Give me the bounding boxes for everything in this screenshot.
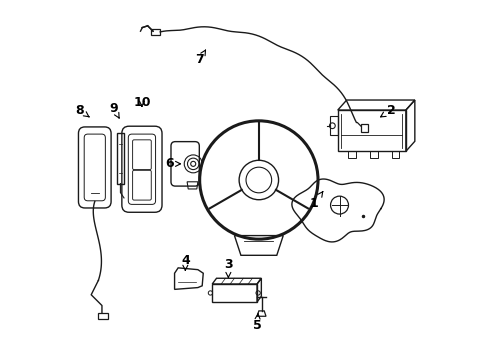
- Text: 5: 5: [252, 313, 261, 332]
- Text: 9: 9: [109, 102, 119, 118]
- Text: 3: 3: [224, 258, 232, 278]
- Text: 8: 8: [75, 104, 89, 117]
- Text: 7: 7: [195, 50, 205, 66]
- Text: 4: 4: [181, 254, 189, 270]
- Text: 10: 10: [133, 96, 150, 109]
- Text: 6: 6: [164, 157, 180, 170]
- Text: 2: 2: [380, 104, 395, 117]
- Text: 1: 1: [309, 192, 322, 210]
